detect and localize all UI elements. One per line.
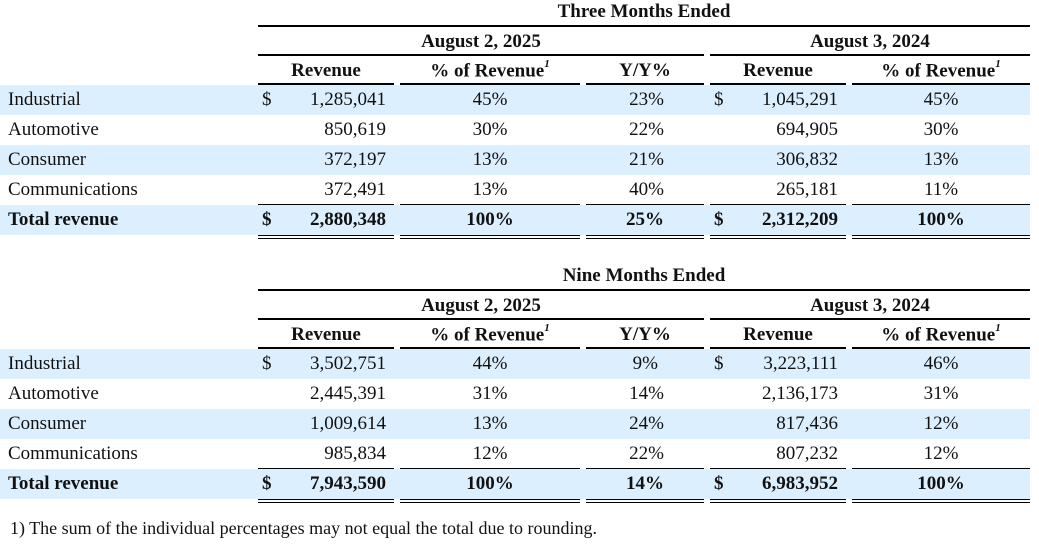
divider [258,347,394,349]
table-row: Industrial $ 3,502,751 44% 9% $ 3,223,11… [0,349,1030,379]
table-row: Communications 372,491 13% 40% 265,181 1… [8,179,959,200]
divider [258,318,704,320]
col-header-pct: % of Revenue1 [430,322,550,346]
table-row: Automotive 850,619 30% 22% 694,905 30% [8,119,959,140]
col-header-revenue: Revenue [743,60,813,81]
divider [710,347,846,349]
col-header-pct: % of Revenue1 [881,58,1001,82]
divider [710,318,1030,320]
section-title: Three Months Ended [557,1,731,22]
divider [586,347,704,349]
divider [852,83,1030,85]
divider [258,289,1030,291]
col-header-pct: % of Revenue1 [430,58,550,82]
divider [586,83,704,85]
total-row: Total revenue $ 2,880,348 100% 25% $ 2,3… [0,205,1030,235]
divider [258,25,1030,27]
period-header-2025: August 2, 2025 [421,295,541,316]
period-header-2024: August 3, 2024 [810,31,930,52]
table-row: Consumer 1,009,614 13% 24% 817,436 12% [0,409,1030,439]
col-header-revenue: Revenue [743,324,813,345]
col-header-yy: Y/Y% [619,324,671,345]
divider [258,83,394,85]
col-header-revenue: Revenue [291,324,361,345]
section-title: Nine Months Ended [562,265,726,286]
col-header-revenue: Revenue [291,60,361,81]
table-row: Communications 985,834 12% 22% 807,232 1… [8,443,959,464]
col-header-yy: Y/Y% [619,60,671,81]
divider [852,347,1030,349]
divider [710,83,846,85]
divider [710,54,1030,56]
period-header-2024: August 3, 2024 [810,295,930,316]
table-row: Consumer 372,197 13% 21% 306,832 13% [0,145,1030,175]
footnote: 1) The sum of the individual percentages… [10,518,598,538]
divider [258,54,704,56]
total-row: Total revenue $ 7,943,590 100% 14% $ 6,9… [0,469,1030,499]
table-row: Industrial $ 1,285,041 45% 23% $ 1,045,2… [0,85,1030,115]
divider [400,83,580,85]
col-header-pct: % of Revenue1 [881,322,1001,346]
divider [400,347,580,349]
period-header-2025: August 2, 2025 [421,31,541,52]
table-row: Automotive 2,445,391 31% 14% 2,136,173 3… [8,383,959,404]
